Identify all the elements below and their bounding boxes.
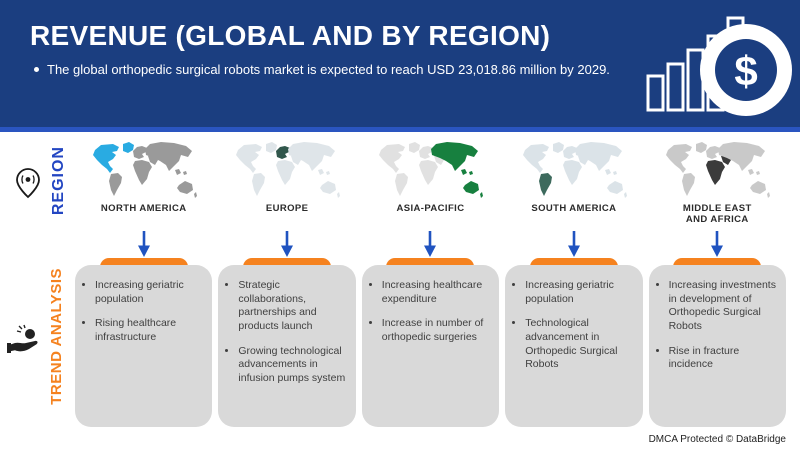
world-map-asia-pacific [374, 140, 486, 202]
dmca-watermark: DMCA Protected © DataBridge [648, 434, 786, 445]
trend-item: Rising healthcare infrastructure [95, 317, 204, 344]
region-section-label: REGION [50, 146, 67, 216]
down-arrow-icon [279, 228, 295, 258]
region-name: SOUTH AMERICA [531, 203, 617, 214]
trend-item: Growing technological advancements in in… [238, 345, 347, 386]
column-asia-pacific: ASIA-PACIFIC Increasing healthcare expen… [361, 140, 500, 427]
column-north-america: NORTH AMERICA Increasing geriatric popul… [75, 140, 213, 427]
trend-card: Increasing investments in development of… [648, 265, 786, 427]
page-title: REVENUE (GLOBAL AND BY REGION) [30, 20, 551, 51]
location-pin-icon [13, 166, 43, 207]
trend-card-wrap: Increasing healthcare expenditure Increa… [361, 258, 500, 427]
trend-item: Increase in number of orthopedic surgeri… [382, 317, 491, 344]
region-name: NORTH AMERICA [100, 203, 187, 214]
column-south-america: SOUTH AMERICA Increasing geriatric popul… [505, 140, 643, 427]
trend-card-wrap: Increasing geriatric population Rising h… [75, 258, 213, 427]
bullet-dot [34, 67, 39, 72]
region-columns: NORTH AMERICA Increasing geriatric popul… [75, 140, 786, 427]
key-fact-row: The global orthopedic surgical robots ma… [34, 62, 800, 77]
column-europe: EUROPE Strategic collaborations, partner… [218, 140, 356, 427]
hand-coin-icon [6, 324, 42, 363]
header-banner: REVENUE (GLOBAL AND BY REGION) The globa… [0, 0, 800, 132]
region-name: EUROPE [265, 203, 309, 214]
down-arrow-icon [709, 228, 725, 258]
trend-card-wrap: Strategic collaborations, partnerships a… [218, 258, 356, 427]
world-map-europe [231, 140, 343, 202]
trend-card: Increasing healthcare expenditure Increa… [361, 265, 500, 427]
trend-item: Increasing geriatric population [95, 279, 204, 306]
region-name: MIDDLE EAST AND AFRICA [682, 203, 752, 225]
trend-card: Strategic collaborations, partnerships a… [218, 265, 356, 427]
trend-item: Increasing healthcare expenditure [382, 279, 491, 306]
trend-item: Technological advancement in Orthopedic … [525, 317, 634, 372]
down-arrow-icon [136, 228, 152, 258]
world-map-north-america [88, 140, 200, 202]
trend-item: Increasing investments in development of… [669, 279, 778, 334]
trend-item: Strategic collaborations, partnerships a… [238, 279, 347, 334]
trend-card: Increasing geriatric population Rising h… [75, 265, 213, 427]
trend-item: Rise in fracture incidence [669, 345, 778, 372]
trend-card-wrap: Increasing investments in development of… [648, 258, 786, 427]
down-arrow-icon [422, 228, 438, 258]
trend-section-label: TREND ANALYSIS [48, 268, 65, 405]
trend-card-wrap: Increasing geriatric population Technolo… [505, 258, 643, 427]
trend-item: Increasing geriatric population [525, 279, 634, 306]
down-arrow-icon [566, 228, 582, 258]
world-map-middle-east-africa [661, 140, 773, 202]
region-name: ASIA-PACIFIC [396, 203, 465, 214]
column-middle-east-africa: MIDDLE EAST AND AFRICA Increasing invest… [648, 140, 786, 427]
key-fact-text: The global orthopedic surgical robots ma… [47, 62, 610, 77]
trend-card: Increasing geriatric population Technolo… [505, 265, 643, 427]
svg-text:$: $ [734, 48, 757, 95]
bar-chart-dollar-icon: $ [642, 4, 792, 127]
world-map-south-america [518, 140, 630, 202]
